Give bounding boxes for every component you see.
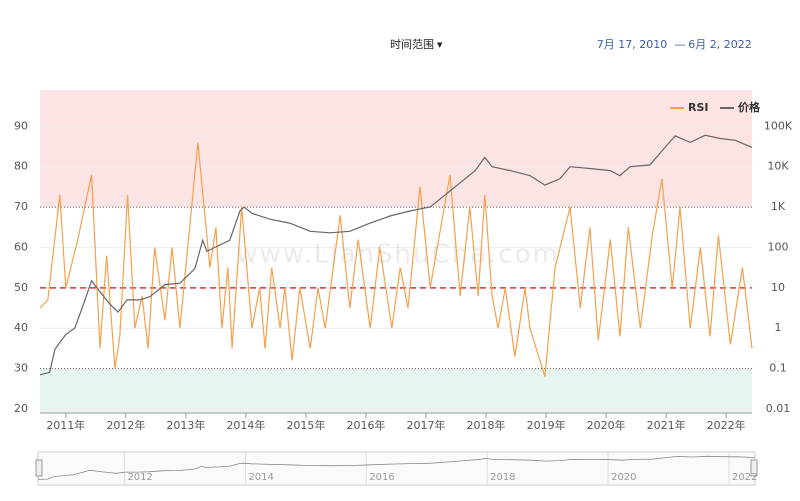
x-tick-label: 2020年 xyxy=(587,418,626,432)
y-tick-label: 70 xyxy=(14,200,28,213)
y-tick-label: 80 xyxy=(14,160,28,173)
x-tick-label: 2019年 xyxy=(527,418,566,432)
y2-tick-label: 100 xyxy=(768,240,789,253)
oversold-zone xyxy=(40,368,752,413)
series-line xyxy=(39,142,753,377)
y-tick-label: 40 xyxy=(14,321,28,334)
range-button[interactable] xyxy=(386,34,444,54)
navigator-tick-label: 2020 xyxy=(611,472,636,483)
legend-label: RSI xyxy=(688,101,709,114)
x-tick-label: 2015年 xyxy=(286,418,325,432)
date-from[interactable]: 7月 17, 2010 xyxy=(597,38,667,51)
y-tick-label: 90 xyxy=(14,119,28,132)
y-tick-label: 60 xyxy=(14,240,28,253)
y2-tick-label: 1 xyxy=(775,321,782,334)
dropdown-arrow: ▼ xyxy=(437,41,443,49)
y2-tick-label: 0.01 xyxy=(766,402,791,415)
x-tick-label: 2022年 xyxy=(707,418,746,432)
navigator-line xyxy=(37,455,756,480)
x-tick-label: 2011年 xyxy=(46,418,85,432)
overbought-zone xyxy=(40,90,752,208)
x-tick-label: 2016年 xyxy=(346,418,385,432)
date-to[interactable]: 6月 2, 2022 xyxy=(688,38,751,51)
navigator-tick-label: 2022 xyxy=(732,472,757,483)
y2-tick-label: 10K xyxy=(767,160,789,173)
y-tick-label: 20 xyxy=(14,402,28,415)
navigator-tick-label: 2012 xyxy=(127,472,152,483)
navigator-tick-label: 2018 xyxy=(490,472,515,483)
y-tick-label: 30 xyxy=(14,362,28,375)
navigator-tick-label: 2016 xyxy=(369,472,394,483)
x-tick-label: 2013年 xyxy=(166,418,205,432)
y2-tick-label: 1K xyxy=(771,200,786,213)
navigator-handle[interactable] xyxy=(35,459,43,477)
x-tick-label: 2018年 xyxy=(467,418,506,432)
navigator-handle[interactable] xyxy=(750,459,758,477)
series-line xyxy=(39,134,753,376)
x-tick-label: 2014年 xyxy=(226,418,265,432)
x-tick-label: 2017年 xyxy=(407,418,446,432)
y2-tick-label: 10 xyxy=(771,281,785,294)
navigator-tick-label: 2014 xyxy=(248,472,273,483)
watermark: www.LianShuCha.com xyxy=(236,240,560,270)
y2-tick-label: 0.1 xyxy=(769,362,787,375)
x-tick-label: 2021年 xyxy=(647,418,686,432)
date-sep: — xyxy=(675,38,686,51)
y-tick-label: 50 xyxy=(14,281,28,294)
x-tick-label: 2012年 xyxy=(106,418,145,432)
y2-tick-label: 100K xyxy=(764,119,793,132)
range-button-label[interactable]: 时间范围 xyxy=(390,37,434,51)
legend-label: 价格 xyxy=(738,100,761,114)
